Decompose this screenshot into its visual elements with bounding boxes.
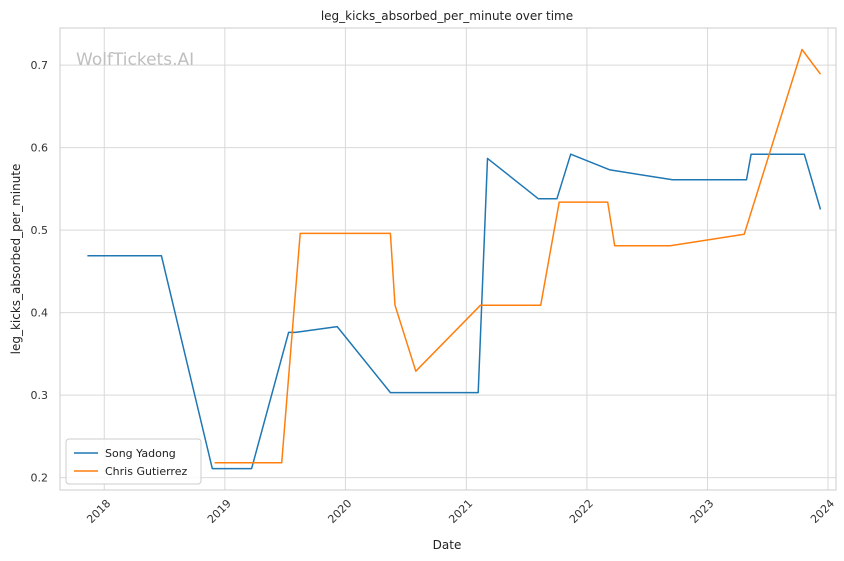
y-tick-label: 0.3: [31, 389, 49, 402]
y-tick-label: 0.4: [31, 307, 49, 320]
y-tick-label: 0.5: [31, 224, 49, 237]
y-tick-label: 0.2: [31, 472, 49, 485]
legend-box: [65, 438, 202, 485]
legend-label-chris-gutierrez: Chris Gutierrez: [105, 465, 187, 478]
series-line-chris-gutierrez: [214, 48, 822, 464]
x-axis-title: Date: [433, 538, 462, 552]
y-tick-label: 0.7: [31, 59, 49, 72]
legend: Song Yadong Chris Gutierrez: [65, 438, 202, 485]
series-lines: [87, 48, 822, 470]
plot-area-frame: [59, 27, 837, 491]
chart-title: leg_kicks_absorbed_per_minute over time: [321, 9, 573, 23]
watermark-text: WolfTickets.AI: [76, 50, 194, 70]
legend-label-song-yadong: Song Yadong: [105, 447, 176, 460]
y-tick-label: 0.6: [31, 142, 49, 155]
y-axis-title: leg_kicks_absorbed_per_minute: [9, 164, 23, 355]
series-line-song-yadong: [87, 153, 822, 470]
